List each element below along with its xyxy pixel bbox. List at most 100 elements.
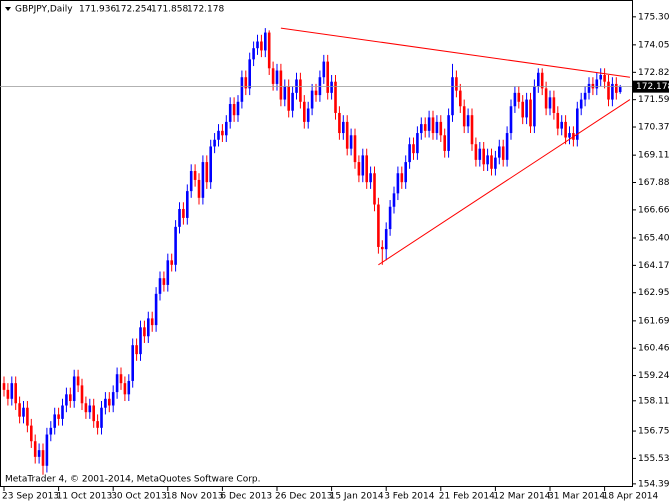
candle-body — [22, 407, 25, 417]
candle-body — [595, 79, 599, 89]
close-value: 172.178 — [187, 5, 224, 15]
candle-body — [217, 130, 220, 140]
candle-body — [119, 374, 123, 384]
candle-body — [568, 133, 571, 138]
candle-body — [560, 121, 563, 129]
candle-body — [357, 162, 361, 176]
menu-arrow — [5, 7, 11, 11]
y-tick-label: 156.755 — [638, 427, 670, 437]
candle-body — [451, 77, 454, 116]
y-tick-label: 158.110 — [638, 396, 670, 406]
candle-body — [564, 121, 567, 138]
candle-body — [435, 121, 439, 134]
candle-body — [548, 97, 552, 109]
candle-body — [349, 135, 353, 149]
candle-body — [252, 48, 255, 60]
y-tick-label: 166.660 — [638, 205, 670, 215]
candle-body — [205, 162, 209, 183]
candle-body — [400, 173, 404, 183]
candle-body — [166, 260, 170, 285]
y-tick-label: 164.175 — [638, 261, 670, 271]
candle-body — [287, 86, 290, 111]
candle-body — [158, 278, 162, 294]
candle-body — [225, 121, 228, 136]
candle-body — [369, 173, 372, 183]
candle-body — [388, 206, 392, 230]
candle-body — [240, 77, 244, 102]
candle-body — [447, 115, 450, 151]
y-tick-label: 172.820 — [638, 68, 670, 78]
candle-body — [318, 77, 322, 96]
candle-body — [92, 405, 95, 422]
y-tick-label: 165.400 — [638, 234, 670, 244]
candle-body — [439, 121, 443, 136]
candle-body — [326, 61, 329, 93]
candle-body — [529, 99, 532, 127]
candle-body — [33, 441, 37, 457]
candle-body — [76, 376, 80, 386]
candle-body — [10, 383, 14, 399]
candle-body — [299, 79, 302, 102]
candle-body — [423, 124, 427, 131]
trendline — [280, 27, 631, 78]
candle-body — [517, 92, 521, 102]
candle-body — [361, 155, 365, 176]
candle-body — [57, 414, 60, 419]
candle-body — [80, 385, 84, 404]
x-tick-label: 15 Jan 2014 — [330, 492, 384, 502]
open-value: 171.936 — [79, 5, 116, 15]
x-tick-label: 30 Oct 2013 — [111, 492, 167, 502]
candle-body — [322, 61, 326, 78]
candle-body — [587, 83, 591, 93]
candle-body — [314, 90, 318, 96]
candle-body — [310, 90, 314, 109]
y-tick-label: 161.690 — [638, 316, 670, 326]
candle-body — [303, 101, 306, 122]
bid-label-box — [633, 80, 669, 93]
candle-body — [416, 133, 419, 154]
candle-body — [267, 32, 271, 69]
candle-body — [431, 117, 435, 134]
candle-body — [556, 112, 560, 129]
x-tick-label: 23 Sep 2013 — [2, 492, 59, 502]
candle-body — [6, 389, 10, 399]
y-tick-label: 174.050 — [638, 40, 670, 50]
candle-body — [2, 383, 6, 390]
candle-body — [88, 405, 92, 413]
candle-body — [462, 106, 466, 127]
candle-body — [111, 392, 115, 406]
y-tick-label: 154.390 — [638, 479, 670, 489]
y-tick-label: 159.240 — [638, 371, 670, 381]
candle-body — [377, 204, 380, 247]
candle-body — [123, 383, 127, 395]
candle-body — [482, 148, 485, 165]
candle-body — [490, 155, 493, 169]
x-tick-label: 18 Nov 2013 — [166, 492, 224, 502]
candle-body — [53, 414, 56, 428]
candle-body — [189, 171, 193, 192]
candle-body — [135, 345, 138, 355]
candle-body — [412, 144, 415, 154]
y-tick-label: 162.950 — [638, 288, 670, 298]
candle-body — [96, 421, 99, 428]
candle-body — [232, 104, 236, 116]
candle-body — [540, 72, 544, 89]
candle-body — [147, 318, 150, 337]
candle-body — [576, 108, 579, 140]
candle-body — [603, 74, 606, 82]
high-value: 172.254 — [115, 5, 152, 15]
candle-body — [143, 327, 146, 337]
candle-body — [537, 72, 540, 87]
candle-body — [381, 246, 384, 250]
candle-body — [365, 155, 368, 183]
candle-body — [45, 434, 49, 466]
candle-body — [30, 425, 33, 442]
y-tick-label: 160.465 — [638, 344, 670, 354]
x-tick-label: 12 Mar 2014 — [493, 492, 550, 502]
candle-body — [455, 77, 458, 91]
candle-body — [474, 144, 478, 160]
candle-body — [591, 83, 595, 89]
candle-body — [14, 383, 17, 404]
candle-body — [221, 130, 224, 136]
candle-body — [139, 327, 142, 355]
